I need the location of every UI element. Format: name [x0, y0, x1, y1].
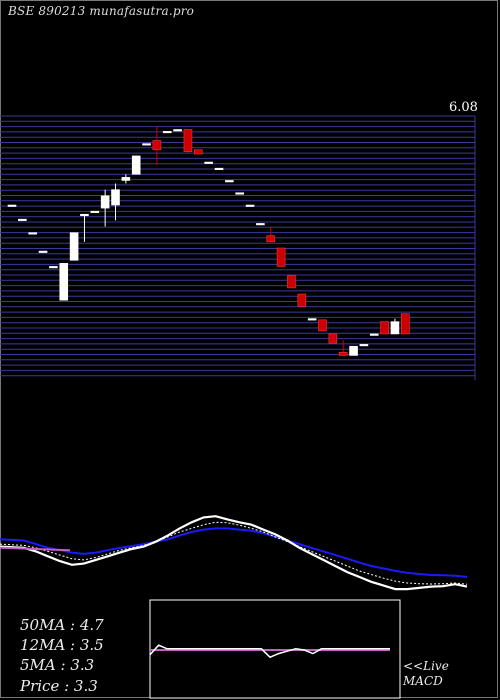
ma50-stat: 50MA : 4.7	[20, 616, 104, 634]
candle	[100, 189, 110, 227]
candle	[152, 127, 162, 166]
live-marker: <<Live	[403, 659, 449, 673]
candle	[256, 223, 265, 226]
candle-body	[297, 293, 307, 307]
candle-body	[121, 177, 131, 181]
candle-body	[80, 213, 89, 217]
candle	[225, 180, 234, 183]
candle-body	[380, 321, 389, 335]
candle	[49, 266, 58, 269]
candle-body	[59, 263, 69, 301]
candle	[7, 204, 17, 207]
moving-averages	[0, 515, 468, 591]
candle-body	[173, 129, 182, 132]
candle	[235, 192, 244, 195]
candle-body	[183, 129, 193, 152]
candle	[287, 275, 296, 289]
ma-line-long	[0, 527, 468, 578]
ma-line-mid	[0, 521, 468, 585]
candle-body	[287, 275, 296, 289]
candle-body	[152, 140, 162, 151]
candle	[142, 143, 151, 146]
candle-body	[204, 161, 213, 164]
candle	[173, 129, 182, 132]
candle-body	[162, 131, 172, 134]
candle	[400, 313, 410, 335]
candle	[183, 129, 193, 153]
ma12-stat: 12MA : 3.5	[20, 636, 104, 654]
candle	[90, 210, 100, 213]
candle-body	[194, 149, 203, 155]
candle-body	[142, 143, 151, 146]
candle	[162, 131, 172, 134]
chart-title: BSE 890213 munafasutra.pro	[8, 4, 195, 18]
candle-body	[7, 204, 17, 207]
candle-body	[225, 180, 234, 183]
candle	[69, 232, 79, 261]
price-grid	[0, 115, 476, 380]
candle-body	[307, 318, 317, 321]
candle-body	[369, 333, 379, 336]
candles	[7, 127, 410, 356]
candle-body	[69, 232, 79, 261]
candle	[349, 345, 358, 356]
price-top-label: 6.08	[449, 100, 478, 115]
candle	[318, 319, 327, 332]
macd-line	[149, 644, 390, 659]
candle	[111, 183, 120, 221]
candle	[80, 213, 89, 242]
macd-label: <<Live MACD	[403, 659, 449, 689]
candle-body	[359, 344, 369, 347]
candle	[28, 232, 38, 235]
candle-body	[90, 210, 100, 213]
candle-body	[400, 313, 410, 335]
ma-line-pink	[0, 546, 71, 552]
ma5-stat: 5MA : 3.3	[20, 656, 95, 674]
candle	[359, 344, 369, 347]
candle-body	[100, 195, 110, 209]
candle-body	[111, 189, 120, 206]
candle-body	[28, 232, 38, 235]
ma-line-short	[0, 515, 468, 591]
candle	[18, 218, 27, 221]
candle	[266, 226, 276, 243]
candle	[369, 333, 379, 336]
candle-body	[266, 235, 276, 243]
candle	[328, 333, 338, 344]
candle	[338, 340, 348, 356]
candle-body	[245, 204, 255, 207]
candle-body	[38, 250, 48, 253]
candle	[59, 263, 69, 301]
candle-body	[328, 333, 338, 344]
candle	[245, 204, 255, 207]
candle	[214, 167, 224, 170]
candle-body	[214, 167, 224, 170]
candle	[307, 318, 317, 321]
macd-lines	[149, 644, 390, 659]
candle	[390, 318, 400, 335]
candle-body	[235, 192, 244, 195]
candle-body	[18, 218, 27, 221]
candle-body	[256, 223, 265, 226]
candle	[276, 247, 286, 267]
candle-body	[349, 345, 358, 356]
candle-body	[49, 266, 58, 269]
candle	[194, 149, 203, 155]
candle-body	[131, 155, 141, 175]
candle-body	[318, 319, 327, 332]
price-stat: Price : 3.3	[20, 677, 98, 695]
candle	[297, 293, 307, 307]
candle-body	[276, 247, 286, 267]
candle-body	[338, 352, 348, 356]
macd-title: MACD	[403, 674, 443, 688]
candle-body	[390, 321, 400, 335]
candle	[204, 161, 213, 164]
candle	[121, 174, 131, 184]
candle	[380, 321, 389, 335]
candle	[131, 155, 141, 175]
candle	[38, 250, 48, 253]
